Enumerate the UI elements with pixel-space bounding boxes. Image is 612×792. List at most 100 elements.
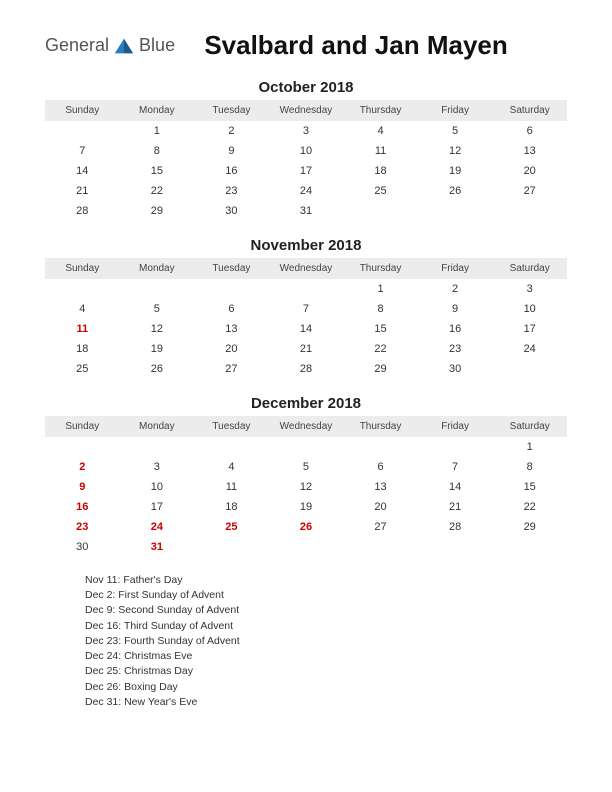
calendar-cell: 24 [492,339,567,359]
calendar-cell: 15 [492,477,567,497]
calendar-row: 3031 [45,537,567,557]
calendar-cell: 5 [120,299,195,319]
calendar-cell: 10 [269,141,344,161]
calendar-cell: 31 [269,201,344,221]
calendar-cell: 27 [492,181,567,201]
day-header: Thursday [343,100,418,121]
holiday-line: Dec 31: New Year's Eve [85,695,567,710]
calendar-cell: 8 [492,457,567,477]
calendar-cell: 16 [194,161,269,181]
calendar-cell: 13 [343,477,418,497]
calendar-cell: 15 [343,319,418,339]
calendar-cell: 7 [418,457,493,477]
calendar-cell: 17 [120,497,195,517]
calendar-row: 28293031 [45,201,567,221]
calendar-row: 18192021222324 [45,339,567,359]
calendar-cell: 27 [343,517,418,537]
calendar-cell: 17 [269,161,344,181]
calendar-cell: 23 [418,339,493,359]
day-header: Wednesday [269,258,344,279]
months-container: October 2018SundayMondayTuesdayWednesday… [45,79,567,557]
calendar-cell [418,437,493,457]
calendar-cell: 3 [492,279,567,299]
month-title: December 2018 [45,395,567,412]
calendar-cell: 29 [120,201,195,221]
calendar-cell: 19 [120,339,195,359]
calendar-cell: 4 [194,457,269,477]
calendar-cell: 14 [418,477,493,497]
day-header: Tuesday [194,100,269,121]
calendar-cell: 5 [418,121,493,141]
calendar-cell: 25 [194,517,269,537]
header: General Blue Svalbard and Jan Mayen [45,30,567,61]
calendar-cell: 31 [120,537,195,557]
calendar-cell: 19 [269,497,344,517]
calendar-cell: 12 [120,319,195,339]
calendar-cell: 2 [418,279,493,299]
calendar-cell: 23 [194,181,269,201]
calendar-cell: 13 [492,141,567,161]
calendar-cell: 6 [492,121,567,141]
calendar-cell: 7 [269,299,344,319]
day-header: Monday [120,100,195,121]
calendar-cell [418,537,493,557]
day-header: Friday [418,416,493,437]
calendar-cell: 25 [343,181,418,201]
calendar-cell [194,437,269,457]
calendar-cell: 22 [120,181,195,201]
day-header: Sunday [45,258,120,279]
calendar-cell: 27 [194,359,269,379]
calendar-cell [194,279,269,299]
calendar-row: 16171819202122 [45,497,567,517]
calendar-cell: 4 [45,299,120,319]
calendar-cell: 23 [45,517,120,537]
calendar-cell: 18 [45,339,120,359]
calendar-cell: 1 [343,279,418,299]
calendar-cell: 2 [45,457,120,477]
calendar-cell [269,437,344,457]
calendar-cell: 16 [418,319,493,339]
calendar-row: 23242526272829 [45,517,567,537]
calendar-cell: 21 [45,181,120,201]
holiday-line: Dec 2: First Sunday of Advent [85,588,567,603]
month-title: November 2018 [45,237,567,254]
calendar-cell: 14 [45,161,120,181]
holiday-line: Dec 25: Christmas Day [85,664,567,679]
holiday-line: Dec 26: Boxing Day [85,680,567,695]
calendar-row: 252627282930 [45,359,567,379]
calendar-cell: 10 [120,477,195,497]
calendar-cell: 29 [343,359,418,379]
calendar-cell [269,537,344,557]
month-title: October 2018 [45,79,567,96]
calendar-cell: 17 [492,319,567,339]
calendar-cell: 3 [120,457,195,477]
calendar-row: 9101112131415 [45,477,567,497]
day-header: Sunday [45,416,120,437]
calendar-cell: 21 [269,339,344,359]
day-header: Saturday [492,258,567,279]
day-header: Wednesday [269,416,344,437]
day-header: Tuesday [194,416,269,437]
calendar-cell: 12 [418,141,493,161]
calendar-cell: 26 [418,181,493,201]
calendar-cell: 6 [194,299,269,319]
holiday-line: Dec 16: Third Sunday of Advent [85,619,567,634]
calendar-cell: 30 [45,537,120,557]
holiday-line: Dec 23: Fourth Sunday of Advent [85,634,567,649]
calendar-row: 78910111213 [45,141,567,161]
day-header: Tuesday [194,258,269,279]
calendar-cell: 5 [269,457,344,477]
calendar-table: SundayMondayTuesdayWednesdayThursdayFrid… [45,416,567,557]
calendar-cell: 11 [194,477,269,497]
calendar-table: SundayMondayTuesdayWednesdayThursdayFrid… [45,258,567,379]
logo-mark-icon [113,35,135,57]
calendar-cell: 4 [343,121,418,141]
calendar-cell: 26 [120,359,195,379]
day-header: Monday [120,416,195,437]
calendar-cell [120,279,195,299]
calendar-row: 11121314151617 [45,319,567,339]
calendar-cell [492,359,567,379]
day-header: Friday [418,100,493,121]
calendar-cell [343,537,418,557]
calendar-cell: 3 [269,121,344,141]
